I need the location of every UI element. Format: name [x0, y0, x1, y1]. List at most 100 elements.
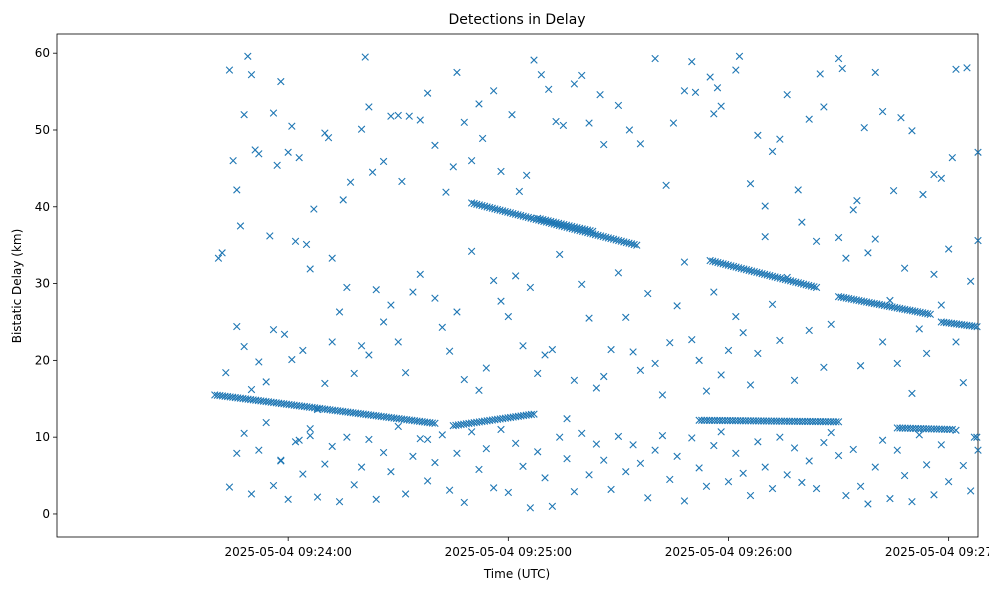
data-point: [255, 446, 263, 454]
data-point: [827, 320, 835, 328]
data-point: [504, 488, 513, 497]
data-point: [974, 446, 982, 454]
data-point: [295, 153, 303, 162]
data-point: [570, 488, 579, 496]
data-point: [442, 188, 450, 196]
data-point: [662, 181, 670, 189]
data-point: [915, 431, 923, 439]
data-point: [431, 419, 439, 428]
data-point: [280, 330, 289, 338]
data-point: [416, 116, 424, 124]
data-point: [269, 325, 278, 334]
data-point: [688, 434, 696, 442]
data-point: [365, 103, 373, 111]
data-point: [871, 463, 879, 471]
data-point: [339, 196, 347, 204]
data-point: [922, 349, 931, 358]
data-point: [783, 90, 791, 99]
data-point: [820, 103, 828, 111]
data-point: [959, 378, 968, 387]
data-point: [710, 441, 718, 450]
data-point: [288, 122, 296, 130]
data-point: [900, 471, 909, 480]
data-point: [247, 490, 256, 498]
data-point: [622, 468, 630, 476]
data-point: [908, 127, 916, 135]
data-point: [240, 110, 248, 119]
data-point: [717, 102, 725, 110]
data-point: [310, 205, 318, 213]
data-point: [706, 73, 714, 81]
data-point: [266, 232, 274, 240]
data-point: [776, 433, 784, 441]
data-point: [948, 153, 957, 162]
data-point: [834, 418, 843, 426]
x-tick-label: 2025-05-04 09:26:00: [665, 545, 792, 559]
data-point: [754, 438, 762, 446]
data-point: [856, 482, 865, 491]
data-point: [387, 112, 395, 120]
data-point: [269, 109, 278, 117]
data-point: [225, 483, 234, 491]
data-point: [754, 131, 762, 140]
data-point: [930, 170, 938, 179]
data-point: [908, 389, 916, 398]
data-point: [511, 272, 520, 280]
x-tick-label: 2025-05-04 09:25:00: [445, 545, 572, 559]
data-point: [614, 101, 623, 110]
data-point: [519, 342, 527, 350]
data-point: [842, 491, 850, 500]
data-point: [233, 449, 241, 457]
data-point: [233, 322, 241, 331]
data-point: [886, 296, 894, 305]
plot-area: [56, 33, 979, 538]
data-point: [394, 338, 402, 346]
data-point: [346, 178, 355, 186]
data-point: [262, 418, 270, 427]
data-point: [467, 428, 476, 436]
data-point: [864, 500, 872, 508]
data-point: [343, 283, 351, 292]
data-point: [798, 218, 806, 226]
data-point: [625, 126, 634, 134]
data-point: [489, 276, 498, 285]
data-point: [431, 141, 439, 150]
data-point: [255, 358, 263, 366]
data-point: [438, 431, 446, 439]
data-point: [394, 111, 402, 120]
data-point: [636, 140, 645, 148]
data-point: [952, 338, 960, 346]
data-point: [255, 150, 263, 158]
data-point: [578, 71, 586, 80]
data-point: [776, 336, 784, 345]
data-point: [959, 461, 968, 470]
data-point: [379, 157, 388, 166]
data-point: [644, 289, 652, 298]
data-point: [453, 449, 461, 457]
data-point: [607, 485, 615, 494]
data-point: [489, 484, 498, 492]
x-axis-label: Time (UTC): [483, 567, 550, 581]
data-point: [302, 240, 311, 249]
data-point: [233, 186, 241, 194]
data-point: [357, 463, 366, 471]
data-point: [548, 502, 557, 510]
data-point: [732, 66, 740, 74]
data-point: [482, 364, 490, 372]
data-point: [768, 300, 777, 309]
data-point: [570, 80, 579, 88]
data-point: [666, 475, 674, 484]
data-point: [578, 280, 586, 289]
data-point: [761, 463, 769, 471]
chart-title: Detections in Delay: [448, 12, 585, 28]
data-point: [460, 498, 468, 507]
y-tick-label: 10: [35, 430, 50, 444]
data-point: [401, 368, 410, 377]
data-point: [805, 115, 813, 123]
data-point: [849, 445, 857, 454]
data-point: [651, 446, 659, 454]
data-point: [357, 342, 366, 350]
data-point: [218, 249, 226, 257]
data-point: [321, 379, 329, 388]
